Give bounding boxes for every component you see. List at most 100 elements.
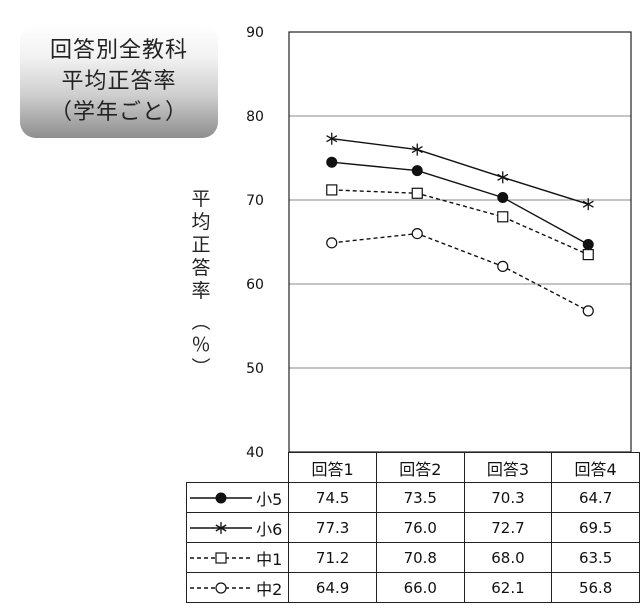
marker-shape — [582, 239, 594, 251]
table-cell-value: 74.5 — [288, 482, 377, 513]
y-axis-label-char: 平 — [191, 188, 211, 210]
chart-title-line-3: （学年ごと） — [49, 99, 188, 125]
table-cell-value: 70.8 — [375, 542, 465, 573]
table-cell-value: 76.0 — [375, 512, 465, 543]
marker-shape — [582, 249, 594, 261]
table-corner-cell — [187, 453, 289, 483]
data-point-marker — [411, 187, 423, 199]
table-cell-value: 69.5 — [551, 512, 640, 543]
marker-shape — [326, 237, 338, 249]
series-3 — [326, 228, 594, 317]
data-point-marker — [497, 211, 509, 223]
data-point-marker — [582, 305, 594, 317]
legend-series-name: 中2 — [256, 579, 283, 599]
legend-entry: 小6 — [187, 516, 288, 540]
y-axis-label-char: ︵ — [191, 311, 211, 333]
marker-stroke — [411, 146, 423, 154]
y-tick-label: 50 — [246, 361, 264, 377]
marker-shape — [215, 581, 227, 594]
legend-series-name: 小5 — [256, 489, 283, 509]
marker-shape — [582, 305, 594, 317]
legend-marker-icon — [190, 581, 253, 594]
y-tick-label: 60 — [246, 277, 264, 293]
table-header-row: 回答1 回答2 回答3 回答4 — [187, 452, 640, 483]
data-point-marker — [411, 165, 423, 177]
legend-cell: 中1 — [185, 542, 290, 573]
y-tick-label: 90 — [246, 25, 264, 41]
legend-marker-icon — [190, 492, 253, 503]
y-tick-label: 80 — [246, 109, 264, 125]
marker-stroke — [326, 135, 338, 143]
table-cell-value: 77.3 — [288, 512, 377, 543]
marker-stroke — [215, 523, 227, 532]
marker-shape — [215, 492, 227, 503]
data-point-marker — [411, 143, 423, 156]
table-cell-value: 64.7 — [551, 482, 640, 513]
y-tick-label: 40 — [246, 445, 264, 461]
series-0 — [326, 156, 594, 251]
table-cell-value: 73.5 — [375, 482, 465, 513]
table-row: 中1 71.2 70.8 68.0 63.5 — [185, 542, 640, 573]
series-2 — [326, 184, 594, 261]
legend-entry: 小5 — [187, 486, 288, 510]
table-row: 小6 77.3 76.0 72.7 69.5 — [185, 512, 640, 543]
data-point-marker — [215, 492, 227, 503]
y-tick-labels: 40 50 60 70 80 90 — [246, 25, 264, 461]
chart-title-box: 回答別全教科 平均正答率 （学年ごと） — [20, 24, 218, 138]
series-line — [331, 137, 589, 205]
table-cell-value: 66.0 — [375, 572, 465, 603]
data-table: 回答1 回答2 回答3 回答4 小5 74.5 73.5 70.3 64.7 小6 77.3… — [185, 452, 640, 603]
chart-title-line-2: 平均正答率 — [61, 68, 177, 94]
data-point-marker — [326, 184, 338, 196]
y-axis-label-char: 正 — [191, 234, 211, 256]
series-line — [331, 161, 589, 246]
table-row: 小5 74.5 73.5 70.3 64.7 — [185, 482, 640, 513]
table-cell-value: 56.8 — [551, 572, 640, 603]
data-point-marker — [497, 191, 509, 203]
y-axis-label-char: 率 — [191, 280, 211, 302]
table-cell-value: 62.1 — [463, 572, 553, 603]
legend-marker-icon — [190, 551, 253, 564]
y-axis-label: 平均正答率 ︵ ％ ︶ — [187, 188, 215, 380]
table-body: 小5 74.5 73.5 70.3 64.7 小6 77.3 76.0 72.7 69.5 中1 71… — [185, 482, 640, 603]
table-header-category: 回答3 — [463, 452, 553, 483]
y-tick-label: 70 — [246, 193, 264, 209]
series-layer — [326, 132, 594, 317]
table-header-category: 回答1 — [288, 452, 377, 483]
series-1 — [326, 132, 594, 211]
y-axis-label-char: ︶ — [191, 357, 211, 379]
marker-shape — [326, 184, 338, 196]
data-point-marker — [411, 228, 423, 240]
legend-series-name: 中1 — [256, 549, 283, 569]
series-line — [331, 189, 589, 256]
data-point-marker — [215, 521, 227, 534]
y-axis-label-char: ％ — [191, 334, 211, 356]
data-point-marker — [497, 171, 509, 184]
legend-entry: 中2 — [187, 576, 288, 600]
table-cell-value: 71.2 — [288, 542, 377, 573]
table-row: 中2 64.9 66.0 62.1 56.8 — [185, 572, 640, 603]
y-axis-label-char: 均 — [191, 211, 211, 233]
series-line — [331, 232, 589, 312]
data-point-marker — [326, 237, 338, 249]
table-cell-value: 68.0 — [463, 542, 553, 573]
legend-marker-icon — [190, 521, 253, 534]
table-header-category: 回答4 — [551, 452, 640, 483]
data-point-marker — [497, 260, 509, 272]
data-point-marker — [582, 239, 594, 251]
chart-title-line-1: 回答別全教科 — [49, 37, 188, 63]
data-point-marker — [582, 249, 594, 261]
legend-entry: 中1 — [187, 546, 288, 570]
table-header-category: 回答2 — [375, 452, 465, 483]
marker-shape — [497, 260, 509, 272]
legend-cell: 小5 — [185, 482, 290, 513]
marker-shape — [497, 211, 509, 223]
marker-stroke — [582, 200, 594, 208]
data-point-marker — [215, 581, 227, 594]
marker-shape — [326, 156, 338, 168]
marker-shape — [215, 551, 227, 564]
marker-shape — [411, 228, 423, 240]
marker-shape — [497, 191, 509, 203]
data-point-marker — [215, 551, 227, 564]
data-point-marker — [582, 198, 594, 211]
